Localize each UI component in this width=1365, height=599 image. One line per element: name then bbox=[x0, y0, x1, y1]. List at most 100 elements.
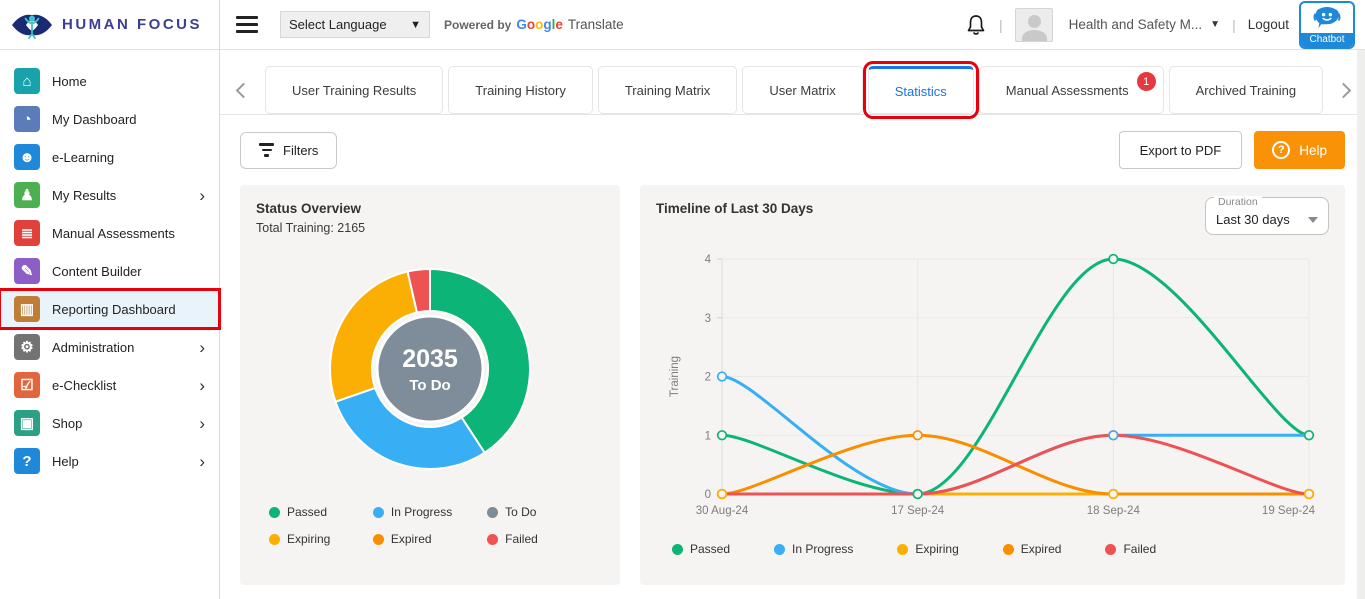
status-overview-card: Status Overview Total Training: 2165 203… bbox=[240, 185, 620, 585]
logout-button[interactable]: Logout bbox=[1247, 17, 1289, 32]
legend-label: Expiring bbox=[287, 532, 331, 546]
legend-item-expiring[interactable]: Expiring bbox=[269, 532, 373, 546]
tab-manual-assessments[interactable]: Manual Assessments 1 bbox=[978, 66, 1164, 114]
scrollbar[interactable] bbox=[1357, 50, 1365, 599]
data-point-expiring[interactable] bbox=[716, 488, 728, 500]
legend-item-to-do[interactable]: To Do bbox=[487, 505, 591, 519]
data-point-passed[interactable] bbox=[1303, 430, 1315, 441]
legend-item-passed[interactable]: Passed bbox=[672, 542, 730, 556]
legend-item-passed[interactable]: Passed bbox=[269, 505, 373, 519]
duration-select[interactable]: Duration Last 30 days bbox=[1205, 196, 1329, 235]
language-select[interactable]: Select Language ▼ bbox=[280, 11, 430, 38]
sidebar-item-label: e-Checklist bbox=[52, 377, 117, 393]
legend-item-failed[interactable]: Failed bbox=[487, 532, 591, 546]
powered-by-text: Powered by bbox=[444, 17, 512, 32]
help-icon: ? bbox=[14, 448, 40, 474]
timeline-chart-legend: Passed In Progress Expiring Expired Failed bbox=[656, 542, 1329, 556]
donut-segment-failed[interactable] bbox=[406, 268, 431, 314]
data-point-expiring[interactable] bbox=[1303, 488, 1315, 500]
chevron-down-icon bbox=[1308, 216, 1318, 223]
main-content: User Training Results Training History Tra… bbox=[220, 50, 1365, 599]
data-point-in-progress[interactable] bbox=[716, 371, 728, 382]
menu-icon[interactable] bbox=[236, 16, 258, 33]
legend-dot bbox=[372, 533, 384, 545]
chevron-right-icon: › bbox=[199, 451, 205, 471]
legend-item-expiring[interactable]: Expiring bbox=[897, 542, 959, 556]
data-point-in-progress[interactable] bbox=[1108, 430, 1119, 441]
legend-label: To Do bbox=[505, 505, 537, 519]
brand-logo[interactable]: HUMAN FOCUS bbox=[0, 0, 219, 50]
tabs-scroll-left-icon[interactable] bbox=[235, 82, 252, 98]
svg-text:30 Aug-24: 30 Aug-24 bbox=[696, 505, 749, 517]
legend-label: Failed bbox=[1123, 542, 1157, 556]
account-menu[interactable]: Health and Safety M... ▼ bbox=[1014, 7, 1221, 42]
legend-label: Failed bbox=[505, 532, 538, 546]
legend-item-in-progress[interactable]: In Progress bbox=[372, 505, 487, 519]
legend-item-expired[interactable]: Expired bbox=[1002, 542, 1061, 556]
language-select-value: Select Language bbox=[289, 17, 387, 32]
sidebar-item-e-learning[interactable]: ☻ e-Learning bbox=[0, 138, 219, 176]
donut-segment-expiring[interactable] bbox=[329, 270, 418, 403]
legend-item-expired[interactable]: Expired bbox=[372, 532, 487, 546]
legend-dot bbox=[672, 543, 683, 555]
results-icon: ♟ bbox=[14, 182, 40, 208]
sidebar-item-label: My Results bbox=[52, 187, 117, 203]
data-point-passed[interactable] bbox=[1108, 253, 1119, 265]
donut-segment-in-progress[interactable] bbox=[334, 386, 486, 470]
notifications-bell-icon[interactable] bbox=[965, 13, 987, 37]
statistics-panel: Filters Export to PDF ? Help Status Over… bbox=[220, 115, 1365, 585]
chatbot-button[interactable]: Chatbot bbox=[1299, 0, 1355, 49]
svg-text:1: 1 bbox=[705, 430, 711, 442]
shop-icon: ▣ bbox=[14, 410, 40, 436]
export-to-pdf-button[interactable]: Export to PDF bbox=[1118, 131, 1243, 169]
sidebar-item-e-checklist[interactable]: ☑ e-Checklist › bbox=[0, 366, 219, 404]
filter-icon bbox=[259, 143, 274, 157]
line-series-expired bbox=[720, 433, 1311, 496]
data-point-expiring[interactable] bbox=[1108, 488, 1119, 500]
sidebar-item-help[interactable]: ? Help › bbox=[0, 442, 219, 480]
chevron-right-icon: › bbox=[199, 185, 205, 205]
data-point-passed[interactable] bbox=[716, 430, 728, 441]
divider: | bbox=[998, 16, 1003, 33]
data-point-expired[interactable] bbox=[912, 430, 923, 441]
svg-text:3: 3 bbox=[705, 313, 711, 325]
donut-center-value: 2035 bbox=[402, 345, 458, 373]
tab-training-matrix[interactable]: Training Matrix bbox=[597, 66, 738, 114]
tab-user-matrix[interactable]: User Matrix bbox=[742, 66, 863, 114]
tabs-scroll-right-icon[interactable] bbox=[1335, 82, 1352, 98]
sidebar-item-manual-assessments[interactable]: ≣ Manual Assessments bbox=[0, 214, 219, 252]
legend-item-failed[interactable]: Failed bbox=[1105, 542, 1156, 556]
sidebar-item-home[interactable]: ⌂ Home bbox=[0, 62, 219, 100]
avatar bbox=[1014, 7, 1053, 42]
help-button[interactable]: ? Help bbox=[1254, 131, 1345, 169]
svg-text:Training: Training bbox=[669, 356, 681, 397]
data-point-passed[interactable] bbox=[912, 488, 923, 500]
chevron-right-icon: › bbox=[199, 375, 205, 395]
translate-text: Translate bbox=[567, 17, 624, 32]
sidebar-item-label: Manual Assessments bbox=[52, 225, 175, 241]
chevron-right-icon: › bbox=[199, 337, 205, 357]
svg-text:18 Sep-24: 18 Sep-24 bbox=[1087, 505, 1141, 517]
brand-name: HUMAN FOCUS bbox=[62, 16, 202, 33]
chatbot-label: Chatbot bbox=[1301, 32, 1353, 47]
legend-label: In Progress bbox=[792, 542, 854, 556]
legend-item-in-progress[interactable]: In Progress bbox=[774, 542, 853, 556]
tab-training-history[interactable]: Training History bbox=[448, 66, 593, 114]
chevron-down-icon: ▼ bbox=[1210, 19, 1221, 30]
tab-user-training-results[interactable]: User Training Results bbox=[265, 66, 444, 114]
sidebar-item-content-builder[interactable]: ✎ Content Builder bbox=[0, 252, 219, 290]
legend-dot bbox=[372, 506, 384, 518]
svg-text:19 Sep-24: 19 Sep-24 bbox=[1262, 505, 1316, 517]
donut-segment-passed[interactable] bbox=[429, 268, 531, 454]
sidebar-item-shop[interactable]: ▣ Shop › bbox=[0, 404, 219, 442]
tab-label: Training History bbox=[475, 82, 566, 98]
filters-button[interactable]: Filters bbox=[240, 131, 338, 169]
svg-text:2: 2 bbox=[705, 372, 711, 384]
sidebar-item-administration[interactable]: ⚙ Administration › bbox=[0, 328, 219, 366]
tab-archived-training[interactable]: Archived Training bbox=[1168, 66, 1324, 114]
tab-statistics[interactable]: Statistics bbox=[862, 61, 979, 119]
sidebar-item-reporting-dashboard[interactable]: ▥ Reporting Dashboard bbox=[0, 288, 221, 330]
sidebar-item-my-results[interactable]: ♟ My Results › bbox=[0, 176, 219, 214]
sidebar-item-my-dashboard[interactable]: ◔ My Dashboard bbox=[0, 100, 219, 138]
administration-icon: ⚙ bbox=[14, 334, 40, 360]
